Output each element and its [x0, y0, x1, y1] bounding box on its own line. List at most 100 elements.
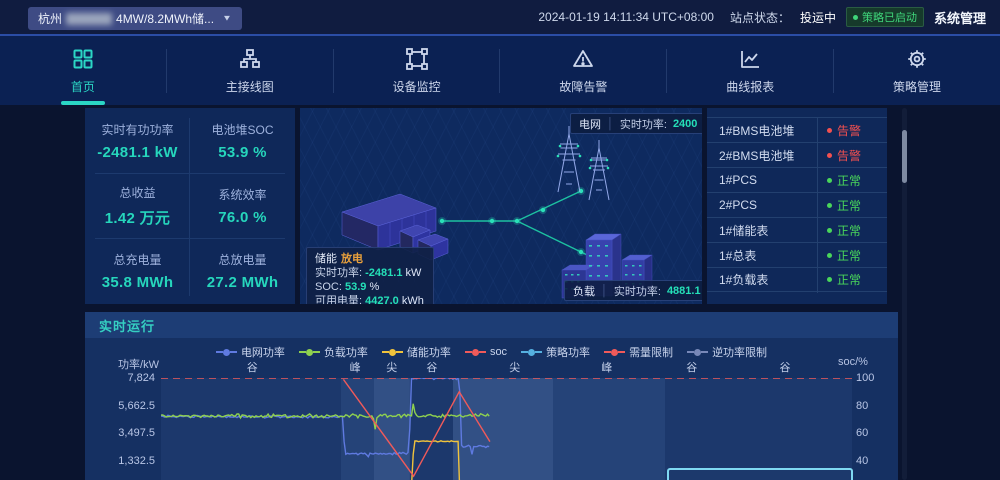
device-status: 正常 [817, 222, 861, 239]
page-scrollbar-thumb[interactable] [902, 130, 907, 183]
device-name: 2#BMS电池堆 [719, 148, 795, 163]
status-text: 正常 [837, 248, 862, 263]
table-row[interactable]: 2#BMS电池堆 告警 [707, 142, 887, 167]
stats-divider [95, 238, 285, 239]
top-bar: 杭州 4MW/8.2MWh储... ▼ 2024-01-19 14:11:34 … [0, 0, 1000, 36]
chevron-down-icon: ▼ [222, 14, 232, 23]
status-dot-icon [827, 277, 832, 282]
status-dot-icon [827, 127, 832, 133]
stat-label: 总放电量 [218, 252, 267, 267]
status-dot-icon [827, 202, 832, 208]
legend-marker-icon [215, 348, 237, 356]
tab-fault-alarm[interactable]: 故障告警 [500, 36, 666, 105]
tab-wiring-diagram[interactable]: 主接线图 [167, 36, 333, 105]
grid-towers-art [557, 126, 610, 201]
nav-divider [666, 48, 668, 93]
grid-name: 电网 [579, 118, 601, 131]
table-row[interactable]: 2#PCS 正常 [707, 192, 887, 217]
chart-tooltip-box [667, 468, 853, 480]
table-row[interactable]: 1#BMS电池堆 告警 [707, 117, 887, 142]
legend-item[interactable]: 储能功率 [381, 344, 451, 360]
chart-plot-area[interactable] [161, 378, 852, 480]
tou-band [341, 378, 374, 480]
table-row[interactable]: 1#储能表 正常 [707, 217, 887, 242]
status-dot-icon [827, 152, 832, 158]
station-selector[interactable]: 杭州 4MW/8.2MWh储... ▼ [28, 7, 242, 30]
tou-band-label: 尖 [509, 362, 521, 374]
legend-label: 储能功率 [406, 347, 451, 359]
stat-label: 总充电量 [113, 252, 162, 267]
table-row[interactable]: 1#总表 正常 [707, 242, 887, 267]
tab-curve-report[interactable]: 曲线报表 [667, 36, 833, 105]
legend-item[interactable]: 策略功率 [521, 344, 590, 360]
green-dot-icon [852, 14, 858, 20]
stat-label: 总收益 [119, 185, 156, 200]
legend-label: 需量限制 [629, 347, 674, 359]
load-power-badge: 负载 │ 实时功率: 4881.1 kW [564, 280, 702, 301]
storage-energy-unit: kWh [401, 295, 424, 304]
storage-title: 储能 [315, 253, 337, 265]
storage-soc-value: 53.9 [344, 281, 367, 293]
tou-band [410, 378, 453, 480]
device-monitor-icon [405, 47, 428, 70]
realtime-chart-panel: 实时运行 电网功率 负载功率 储能功率 soc 策略功率 需量限制 逆功率限制 功率/kW … [85, 312, 898, 480]
table-row[interactable]: 1#PCS 正常 [707, 167, 887, 192]
home-grid-icon [73, 49, 93, 68]
stat-total-discharge: 总放电量 27.2 MWh [190, 238, 295, 303]
tou-band-label: 峰 [601, 362, 613, 374]
stat-active-power: 实时有功功率 -2481.1 kW [85, 108, 190, 173]
datetime-text: 2024-01-19 14:11:34 UTC+08:00 [538, 10, 714, 24]
stat-value: 35.8 MWh [101, 273, 174, 291]
y-axis-tick: 1,332.5 [118, 455, 155, 467]
site-status-label: 站点状态： [729, 10, 790, 25]
tou-band [161, 378, 341, 480]
nav-divider [332, 48, 334, 93]
device-status: 告警 [817, 147, 861, 164]
status-text: 告警 [837, 148, 862, 163]
tab-strategy[interactable]: 策略管理 [834, 36, 1000, 105]
table-row[interactable]: 1#负载表 正常 [707, 267, 887, 292]
stats-divider [95, 173, 285, 174]
legend-item[interactable]: 需量限制 [604, 344, 673, 360]
device-name: 1#总表 [719, 248, 757, 263]
legend-marker-icon [521, 348, 543, 356]
stat-efficiency: 系统效率 76.0 % [190, 173, 295, 238]
flow-node [488, 217, 496, 225]
stat-value: 27.2 MWh [206, 273, 279, 291]
device-status: 正常 [817, 271, 861, 288]
y-axis-tick: 40 [856, 455, 869, 467]
flow-node [513, 217, 521, 225]
storage-mode: 放电 [341, 253, 363, 265]
kpi-stats-panel: 实时有功功率 -2481.1 kW 电池堆SOC 53.9 % 总收益 1.42… [85, 108, 295, 304]
legend-item[interactable]: 电网功率 [215, 344, 285, 360]
system-admin-link[interactable]: 系统管理 [933, 10, 986, 26]
legend-item[interactable]: 负载功率 [298, 344, 368, 360]
y-axis-tick: 80 [856, 399, 869, 412]
storage-info-box: 储能 放电 实时功率: -2481.1 kW SOC: 53.9 % 可用电量: … [306, 247, 434, 304]
stat-soc: 电池堆SOC 53.9 % [190, 108, 295, 173]
storage-soc-unit: % [369, 281, 380, 293]
y-axis-tick: 60 [856, 427, 869, 440]
page-scrollbar-track[interactable] [902, 108, 907, 480]
fault-alarm-icon [573, 49, 594, 67]
series-负载功率 [161, 403, 490, 430]
tab-home-label: 首页 [70, 79, 95, 94]
flow-node [539, 206, 547, 214]
tab-home[interactable]: 首页 [0, 36, 166, 105]
stat-value: 76.0 % [218, 208, 267, 226]
tab-device-monitor[interactable]: 设备监控 [334, 36, 500, 105]
device-name: 2#PCS [719, 198, 758, 212]
stat-label: 实时有功功率 [101, 122, 174, 137]
legend-item[interactable]: soc [464, 344, 507, 360]
badge-divider: │ [601, 284, 608, 297]
topbar-right: 2024-01-19 14:11:34 UTC+08:00 站点状态： 投运中 … [538, 0, 986, 34]
legend-marker-icon [381, 348, 403, 356]
storage-energy-label: 可用电量: [315, 295, 363, 304]
device-status: 正常 [817, 172, 861, 189]
stat-value: 53.9 % [218, 143, 267, 161]
stats-divider [189, 118, 190, 296]
nav-divider [165, 48, 167, 93]
badge-divider: │ [607, 117, 614, 130]
status-text: 告警 [837, 123, 862, 138]
legend-item[interactable]: 逆功率限制 [687, 344, 767, 360]
